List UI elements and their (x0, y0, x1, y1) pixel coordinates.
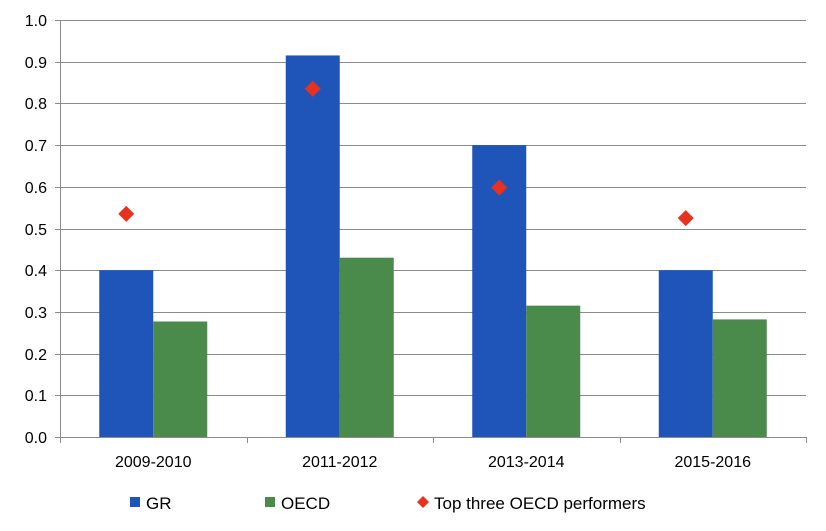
marker-diamond (491, 179, 508, 196)
y-tick-label: 0.3 (25, 305, 47, 322)
bar-oecd (153, 321, 208, 437)
markers (118, 80, 694, 227)
x-tick-label: 2013-2014 (488, 454, 565, 471)
bar-gr (99, 270, 154, 437)
x-tick-label: 2009-2010 (115, 454, 192, 471)
y-tick-label: 0.7 (25, 138, 47, 155)
y-tick-label: 1.0 (25, 13, 47, 30)
marker-diamond (118, 205, 135, 222)
y-tick-label: 0.1 (25, 388, 47, 405)
bar-gr (285, 55, 340, 437)
bar-gr (658, 270, 713, 437)
x-tick-label: 2011-2012 (302, 454, 377, 471)
y-tick-label: 0.5 (25, 222, 47, 239)
legend-label: GR (146, 494, 172, 513)
legend: GR OECD Top three OECD performers (130, 494, 646, 513)
bars (99, 55, 767, 437)
x-tick-label: 2015-2016 (674, 454, 751, 471)
marker-diamond (677, 210, 694, 227)
marker-diamond (304, 80, 321, 97)
y-tick-label: 0.4 (25, 263, 47, 280)
bar-oecd (712, 319, 767, 437)
bar-oecd (339, 257, 394, 437)
y-tick-label: 0.2 (25, 347, 47, 364)
bar-oecd (526, 305, 581, 437)
legend-swatch (265, 497, 275, 507)
legend-swatch (130, 497, 140, 507)
legend-label: OECD (281, 494, 330, 513)
y-tick-label: 0.6 (25, 180, 47, 197)
y-tick-label: 0.0 (25, 430, 47, 447)
y-tick-label: 0.8 (25, 96, 47, 113)
legend-label: Top three OECD performers (434, 494, 646, 513)
legend-swatch (417, 496, 429, 508)
axes: 0.0 0.1 0.2 0.3 0.4 0.5 0.6 0.7 0.8 0.9 1.0 2009-20… (25, 13, 807, 471)
y-tick-label: 0.9 (25, 55, 47, 72)
